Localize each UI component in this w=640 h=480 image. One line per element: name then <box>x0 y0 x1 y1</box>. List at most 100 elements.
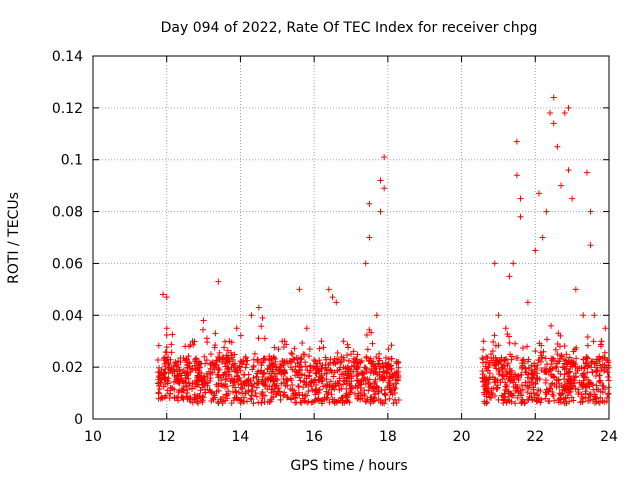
data-point <box>168 366 175 373</box>
data-point <box>207 351 214 358</box>
data-point <box>578 391 585 398</box>
data-point <box>489 391 496 398</box>
data-point <box>491 332 498 339</box>
data-point <box>230 397 237 404</box>
data-point <box>551 381 558 388</box>
data-point <box>599 389 606 396</box>
data-point <box>298 372 305 379</box>
data-point <box>496 370 503 377</box>
data-point <box>266 370 273 377</box>
data-point <box>163 349 170 356</box>
data-point <box>590 338 597 345</box>
data-point <box>550 120 557 127</box>
data-point <box>280 369 287 376</box>
data-point <box>592 372 599 379</box>
data-point <box>258 323 265 330</box>
data-point <box>519 364 526 371</box>
data-point <box>375 390 382 397</box>
data-point <box>551 373 558 380</box>
data-point <box>372 378 379 385</box>
data-point <box>544 361 551 368</box>
data-point <box>284 382 291 389</box>
data-point <box>357 396 364 403</box>
data-point <box>384 370 391 377</box>
data-point <box>250 374 257 381</box>
data-point <box>318 338 325 345</box>
data-point <box>269 383 276 390</box>
data-point <box>597 341 604 348</box>
data-point <box>171 395 178 402</box>
data-point <box>490 359 497 366</box>
x-tick-label: 20 <box>453 429 471 445</box>
data-point <box>202 389 209 396</box>
data-point <box>342 397 349 404</box>
data-point <box>384 364 391 371</box>
data-point <box>251 350 258 357</box>
data-point <box>237 384 244 391</box>
data-point <box>524 389 531 396</box>
x-tick-label: 16 <box>305 429 323 445</box>
data-point <box>248 381 255 388</box>
data-point <box>599 383 606 390</box>
data-point <box>213 357 220 364</box>
data-point <box>218 396 225 403</box>
data-point <box>347 389 354 396</box>
data-point <box>288 395 295 402</box>
data-point <box>225 364 232 371</box>
data-point <box>204 382 211 389</box>
y-tick-label: 0 <box>74 412 83 428</box>
data-point <box>591 312 598 319</box>
data-point <box>242 353 249 360</box>
data-point <box>298 355 305 362</box>
data-point <box>318 378 325 385</box>
data-point <box>199 384 206 391</box>
data-point <box>382 354 389 361</box>
x-axis-label: GPS time / hours <box>290 458 407 474</box>
data-point <box>175 378 182 385</box>
data-point <box>157 379 164 386</box>
data-point <box>308 383 315 390</box>
data-point <box>246 378 253 385</box>
data-point <box>279 357 286 364</box>
data-point <box>586 391 593 398</box>
y-tick-label: 0.1 <box>61 153 83 169</box>
data-point <box>292 372 299 379</box>
data-point <box>382 386 389 393</box>
data-point <box>163 294 170 301</box>
data-point <box>572 286 579 293</box>
data-point <box>588 380 595 387</box>
data-point <box>597 394 604 401</box>
data-point <box>253 373 260 380</box>
data-point <box>241 379 248 386</box>
data-point <box>549 391 556 398</box>
data-point <box>222 338 229 345</box>
data-point <box>327 366 334 373</box>
data-point <box>289 387 296 394</box>
data-point <box>582 388 589 395</box>
data-point <box>583 354 590 361</box>
data-point <box>596 378 603 385</box>
data-point <box>254 357 261 364</box>
data-point <box>192 355 199 362</box>
data-point <box>341 378 348 385</box>
data-point <box>504 330 511 337</box>
data-point <box>196 364 203 371</box>
data-point <box>480 338 487 345</box>
data-point <box>392 373 399 380</box>
data-point <box>293 354 300 361</box>
data-point <box>598 338 605 345</box>
data-point <box>508 398 515 405</box>
data-point <box>601 368 608 375</box>
data-point <box>301 379 308 386</box>
data-point <box>486 370 493 377</box>
data-point <box>193 374 200 381</box>
data-point <box>494 382 501 389</box>
data-point <box>302 398 309 405</box>
data-point <box>373 354 380 361</box>
data-point <box>350 348 357 355</box>
data-point <box>226 368 233 375</box>
data-point <box>350 368 357 375</box>
data-point <box>325 394 332 401</box>
data-point <box>311 356 318 363</box>
data-point <box>340 381 347 388</box>
